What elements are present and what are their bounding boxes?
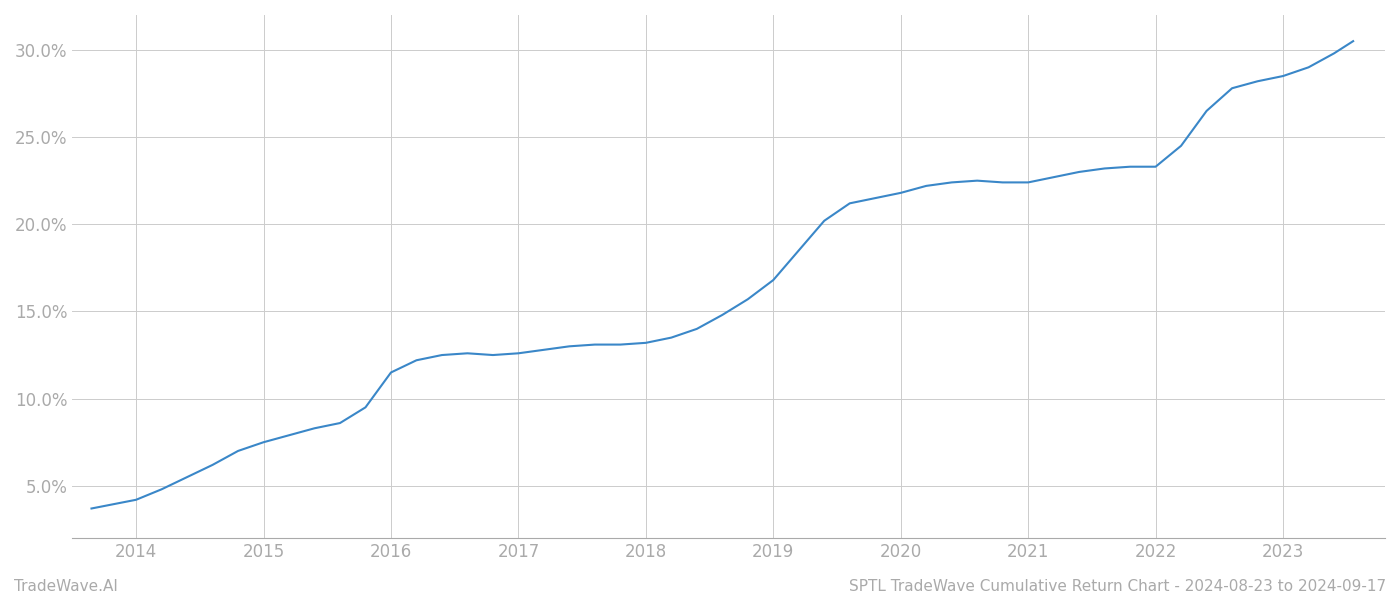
Text: TradeWave.AI: TradeWave.AI (14, 579, 118, 594)
Text: SPTL TradeWave Cumulative Return Chart - 2024-08-23 to 2024-09-17: SPTL TradeWave Cumulative Return Chart -… (848, 579, 1386, 594)
